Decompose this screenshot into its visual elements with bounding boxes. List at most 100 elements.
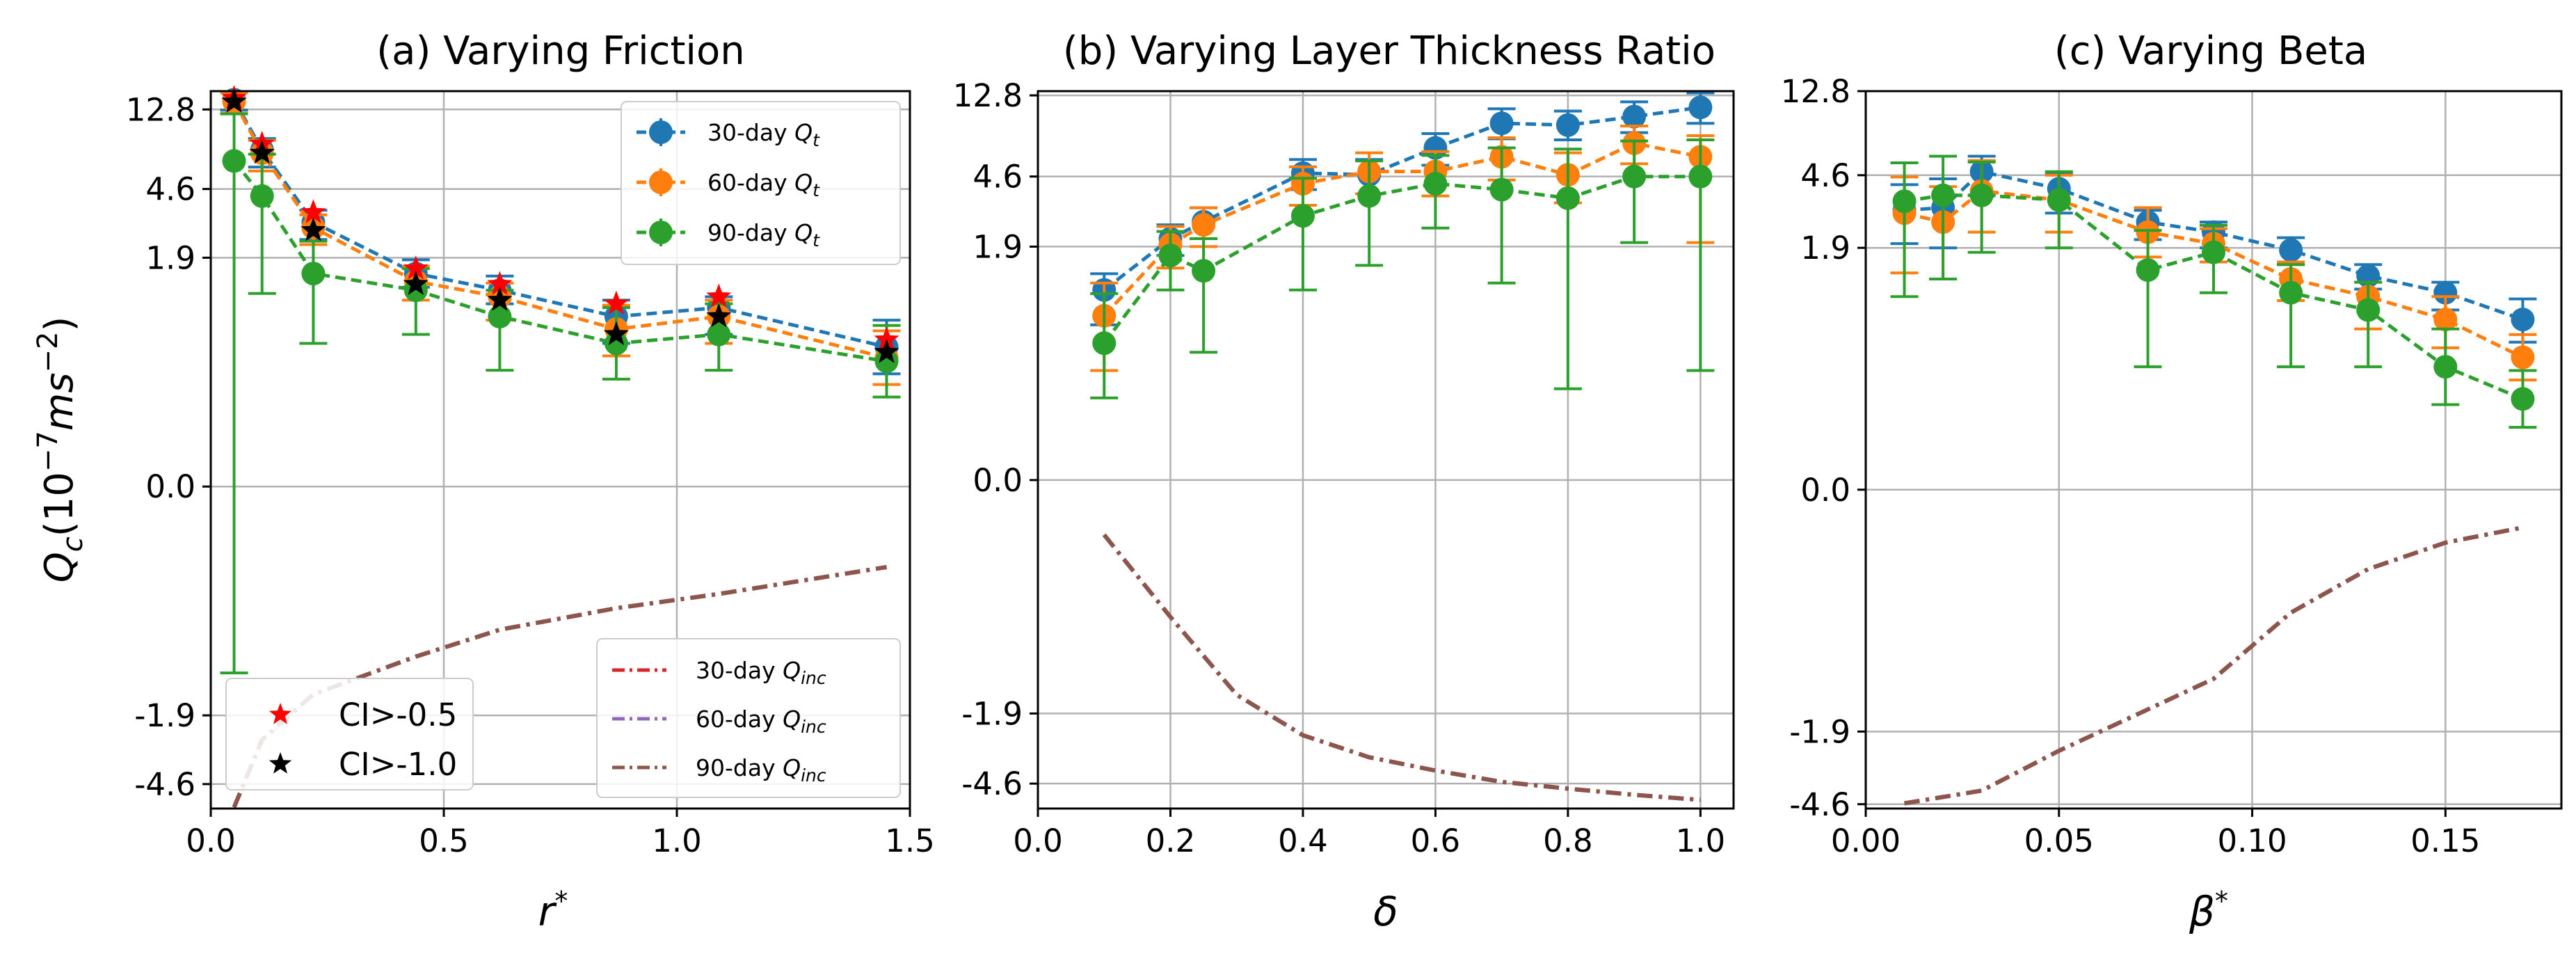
data-point (1192, 213, 1216, 237)
x-tick-label: 0.4 (1278, 822, 1328, 859)
y-tick-label: -1.9 (134, 697, 195, 734)
line-90-day-q-t (1103, 175, 1701, 344)
data-point (1357, 184, 1382, 208)
x-tick-label: 1.5 (885, 822, 935, 859)
y-tick-label: -1.9 (1789, 713, 1850, 750)
legend-qinc-30-label: 30-day Qinc (696, 657, 826, 688)
series-90-day-q-inc (1102, 533, 1701, 802)
panel-a-frame (209, 90, 911, 810)
legend-ci: CI>-0.5 CI>-1.0 (225, 678, 474, 790)
panel-c-title: (c) Varying Beta (2054, 29, 2367, 74)
data-point (1555, 186, 1580, 210)
data-point (2511, 345, 2535, 369)
data-point (604, 331, 628, 356)
data-point (2511, 308, 2535, 332)
line-30-day-q-inc (1102, 533, 1701, 802)
panel-a: (a) Varying Friction 0.0 0.5 1.0 1.5 -4.6 -1.… (32, 29, 935, 935)
data-point (1931, 183, 1955, 207)
star-marker (874, 339, 899, 363)
legend-qt-60-marker (649, 170, 673, 194)
legend-qt-60: 60-day Qt (637, 168, 820, 200)
x-tick-label: 0.05 (2024, 822, 2094, 859)
panel-c-data (1890, 154, 2537, 806)
y-axis-label: Qc(10−7ms−2) (32, 317, 89, 583)
data-point (1892, 189, 1917, 214)
star-marker (403, 255, 429, 280)
panel-c-frame (1864, 90, 2563, 810)
y-tick-label: 0.0 (973, 462, 1023, 499)
data-point (2047, 188, 2071, 212)
y-tick-label: 0.0 (1800, 472, 1850, 509)
series-30-day-q-inc (1904, 525, 2523, 806)
series-90-day-q-t (1890, 154, 2537, 429)
data-point (1423, 172, 1448, 196)
data-point (1622, 104, 1647, 129)
star-marker (487, 271, 513, 295)
line-60-day-q-t (1904, 189, 2524, 359)
legend-ci-05-star (269, 703, 292, 724)
series-60-day-q-inc (1904, 525, 2523, 806)
series-30-day-q-inc (1102, 533, 1701, 802)
data-point (2136, 258, 2160, 282)
data-point (2511, 387, 2535, 411)
data-point (2433, 280, 2458, 305)
line-90-day-q-t (1904, 193, 2524, 401)
line-90-day-q-t (232, 159, 887, 363)
legend-qt-90-label: 90-day Qt (707, 219, 820, 250)
data-point (1969, 183, 1994, 207)
legend-qinc-60: 60-day Qinc (612, 706, 826, 737)
panel-c: (c) Varying Beta 0.00 0.05 0.10 0.15 -4.6 -1.… (1781, 29, 2563, 935)
panel-b-xlabel: δ (1373, 888, 1398, 935)
y-tick-label: 12.8 (126, 91, 195, 128)
x-tick-label: 0.15 (2410, 822, 2480, 859)
panel-a-title: (a) Varying Friction (376, 29, 744, 74)
y-tick-label: 4.6 (1800, 157, 1850, 194)
x-tick-label: 0.5 (419, 822, 469, 859)
star-marker (874, 326, 899, 351)
line-60-day-q-inc (1904, 525, 2523, 806)
panel-b: (b) Varying Layer Thickness Ratio 0.0 0.2… (953, 29, 1735, 935)
data-point (1489, 111, 1514, 136)
data-point (222, 149, 246, 173)
data-point (2279, 280, 2303, 305)
legend-ci-05-label: CI>-0.5 (339, 697, 457, 733)
star-marker (301, 199, 326, 223)
x-tick-label: 0.8 (1543, 822, 1593, 859)
y-tick-label: 1.9 (1800, 230, 1850, 266)
star-marker (301, 217, 326, 241)
y-tick-label: 12.8 (1781, 73, 1850, 110)
data-point (1092, 331, 1117, 356)
data-point (2356, 298, 2381, 322)
x-tick-label: 0.0 (1013, 822, 1063, 859)
panel-b-ticks: 0.0 0.2 0.4 0.6 0.8 1.0 -4.6 -1.9 0.0 1.9 4.6 12.8 (953, 77, 1725, 859)
line-60-day-q-t (232, 100, 888, 360)
star-marker (221, 88, 247, 113)
legend-qinc-30: 30-day Qinc (612, 657, 826, 688)
line-30-day-q-t (232, 99, 888, 349)
series-90-day-q-inc (1904, 525, 2523, 806)
star-marker (706, 303, 732, 328)
data-point (1688, 95, 1713, 120)
legend-qt-30-marker (649, 120, 673, 144)
data-point (2433, 355, 2458, 379)
data-point (1158, 244, 1183, 268)
line-30-day-q-inc (1904, 525, 2523, 806)
star-marker (487, 287, 513, 311)
series-60-day-q-t (1090, 125, 1715, 372)
y-tick-label: -1.9 (961, 695, 1023, 732)
line-60-day-q-inc (1102, 533, 1701, 802)
legend-qinc: 30-day Qinc 60-day Qinc 90-day Qinc (596, 638, 901, 798)
y-tick-label: 0.0 (145, 468, 195, 505)
panel-a-xlabel: r* (538, 886, 568, 935)
legend-qinc-90-label: 90-day Qinc (696, 754, 826, 786)
line-30-day-q-t (1103, 105, 1701, 292)
star-marker (249, 140, 275, 164)
y-tick-label: 1.9 (973, 228, 1023, 265)
x-tick-label: 0.2 (1146, 822, 1196, 859)
data-point (1290, 204, 1315, 228)
x-tick-label: 0.00 (1831, 822, 1901, 859)
legend-ci-10-label: CI>-1.0 (339, 746, 457, 783)
panel-a-ticks: 0.0 0.5 1.0 1.5 -4.6 -1.9 0.0 1.9 4.6 12.8 (126, 91, 935, 859)
legend-qt: 30-day Qt 60-day Qt 90-day Qt (621, 101, 901, 265)
